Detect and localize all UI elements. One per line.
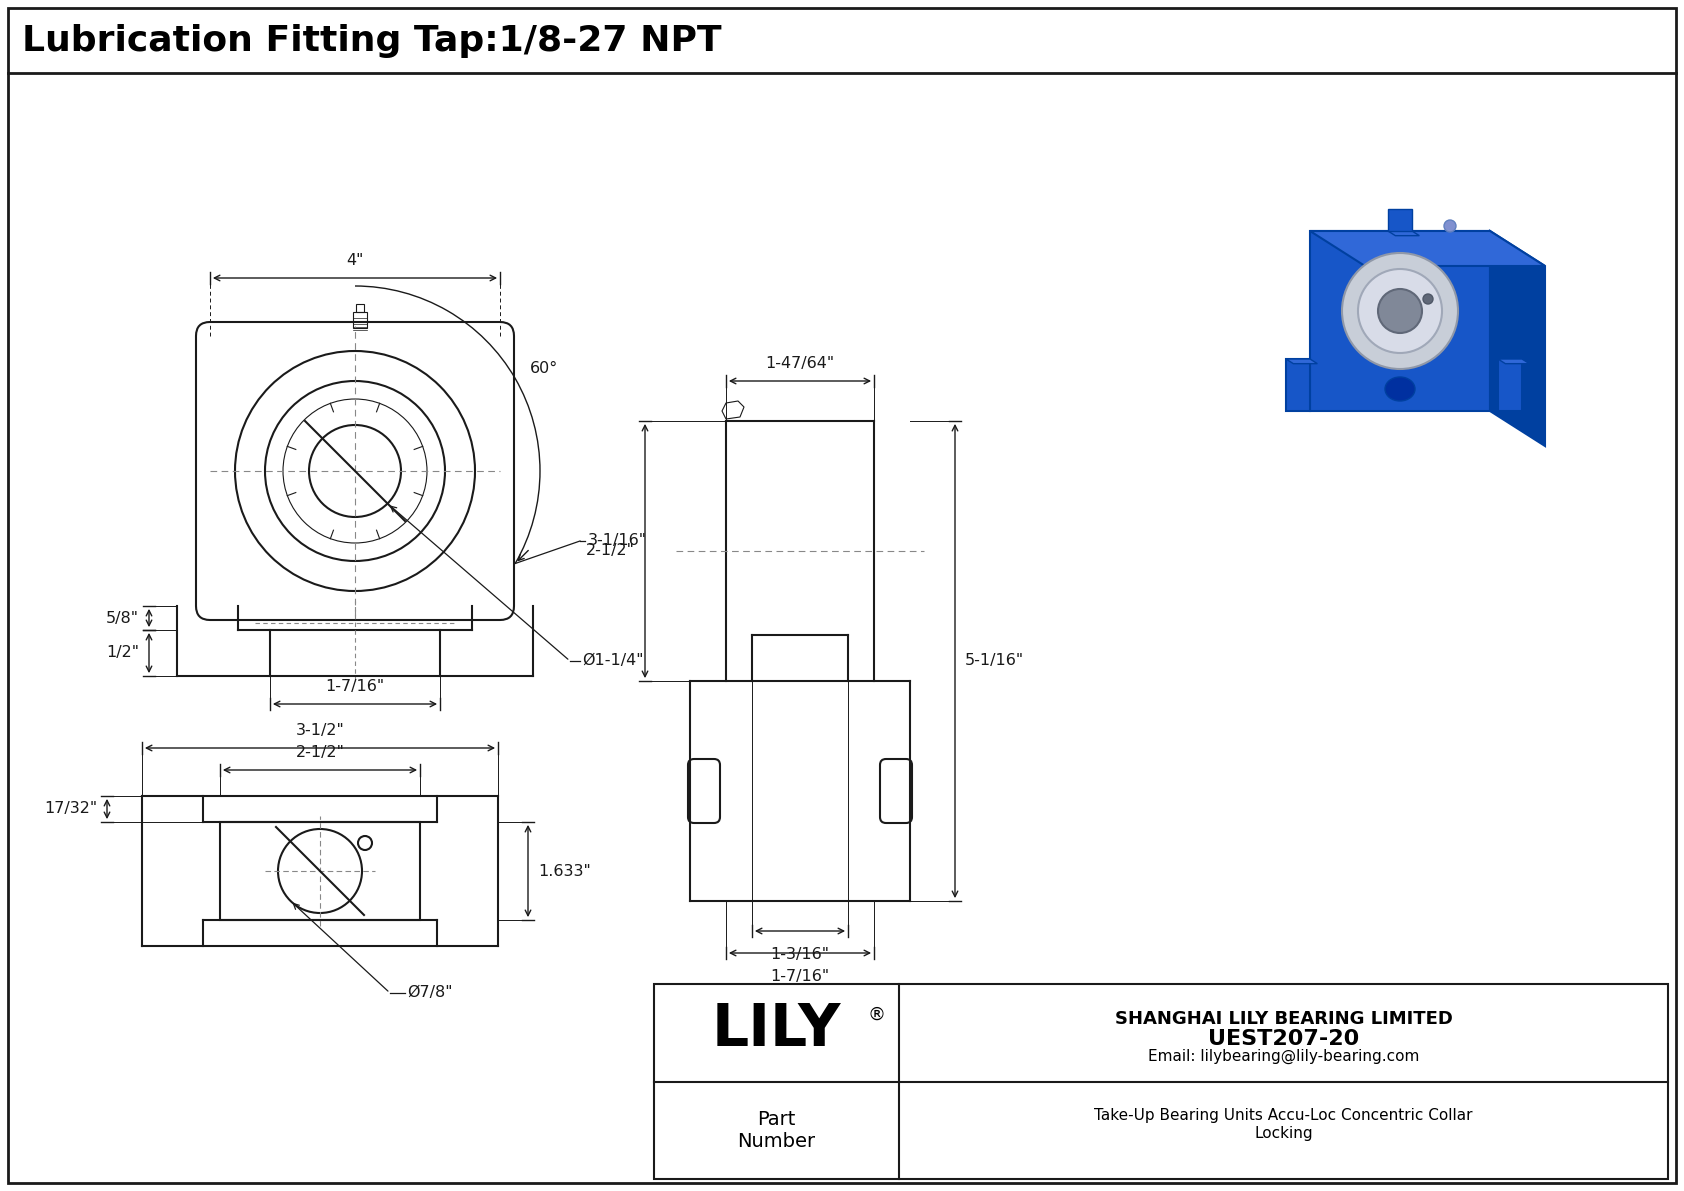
Text: Lubrication Fitting Tap:1/8-27 NPT: Lubrication Fitting Tap:1/8-27 NPT [22,24,722,58]
Text: UEST207-20: UEST207-20 [1207,1029,1359,1048]
Polygon shape [1490,231,1544,445]
Circle shape [1443,220,1457,232]
Text: 1-47/64": 1-47/64" [766,356,835,372]
Bar [1388,208,1411,231]
Circle shape [1378,289,1421,333]
Text: SHANGHAI LILY BEARING LIMITED: SHANGHAI LILY BEARING LIMITED [1115,1010,1452,1028]
Text: LILY: LILY [711,1002,840,1059]
Text: Ø1-1/4": Ø1-1/4" [583,654,643,668]
Text: ®: ® [867,1006,886,1024]
Bar [1310,231,1490,411]
Polygon shape [1310,231,1544,266]
Text: Take-Up Bearing Units Accu-Loc Concentric Collar
Locking: Take-Up Bearing Units Accu-Loc Concentri… [1095,1108,1474,1141]
Text: 2-1/2": 2-1/2" [296,746,345,760]
Bar [653,984,1667,1179]
Text: 4": 4" [347,252,364,268]
Text: 1-3/16": 1-3/16" [771,947,830,962]
Ellipse shape [1384,378,1415,401]
Text: 1/2": 1/2" [106,646,140,661]
Bar [355,304,364,312]
Circle shape [1357,269,1442,353]
Text: Ø7/8": Ø7/8" [408,985,453,1000]
Text: Part
Number: Part Number [738,1110,815,1151]
Bar [1287,358,1310,411]
Polygon shape [1287,358,1317,363]
Text: 1-7/16": 1-7/16" [325,679,384,694]
Text: 5-1/16": 5-1/16" [965,654,1024,668]
Bar [354,312,367,328]
Circle shape [1342,252,1458,369]
Text: 5/8": 5/8" [106,611,140,625]
Polygon shape [1499,358,1529,363]
Text: 60°: 60° [530,361,559,376]
Polygon shape [1388,231,1420,236]
Text: 3-1/16": 3-1/16" [588,534,647,549]
Bar [221,822,419,919]
Text: 17/32": 17/32" [44,802,98,817]
Bar [1499,358,1522,411]
Text: 1.633": 1.633" [537,863,591,879]
Circle shape [1423,294,1433,304]
Text: 1-7/16": 1-7/16" [771,969,830,984]
Text: 2-1/2": 2-1/2" [586,543,635,559]
Text: 3-1/2": 3-1/2" [296,723,344,738]
Text: Email: lilybearing@lily-bearing.com: Email: lilybearing@lily-bearing.com [1148,1048,1420,1064]
